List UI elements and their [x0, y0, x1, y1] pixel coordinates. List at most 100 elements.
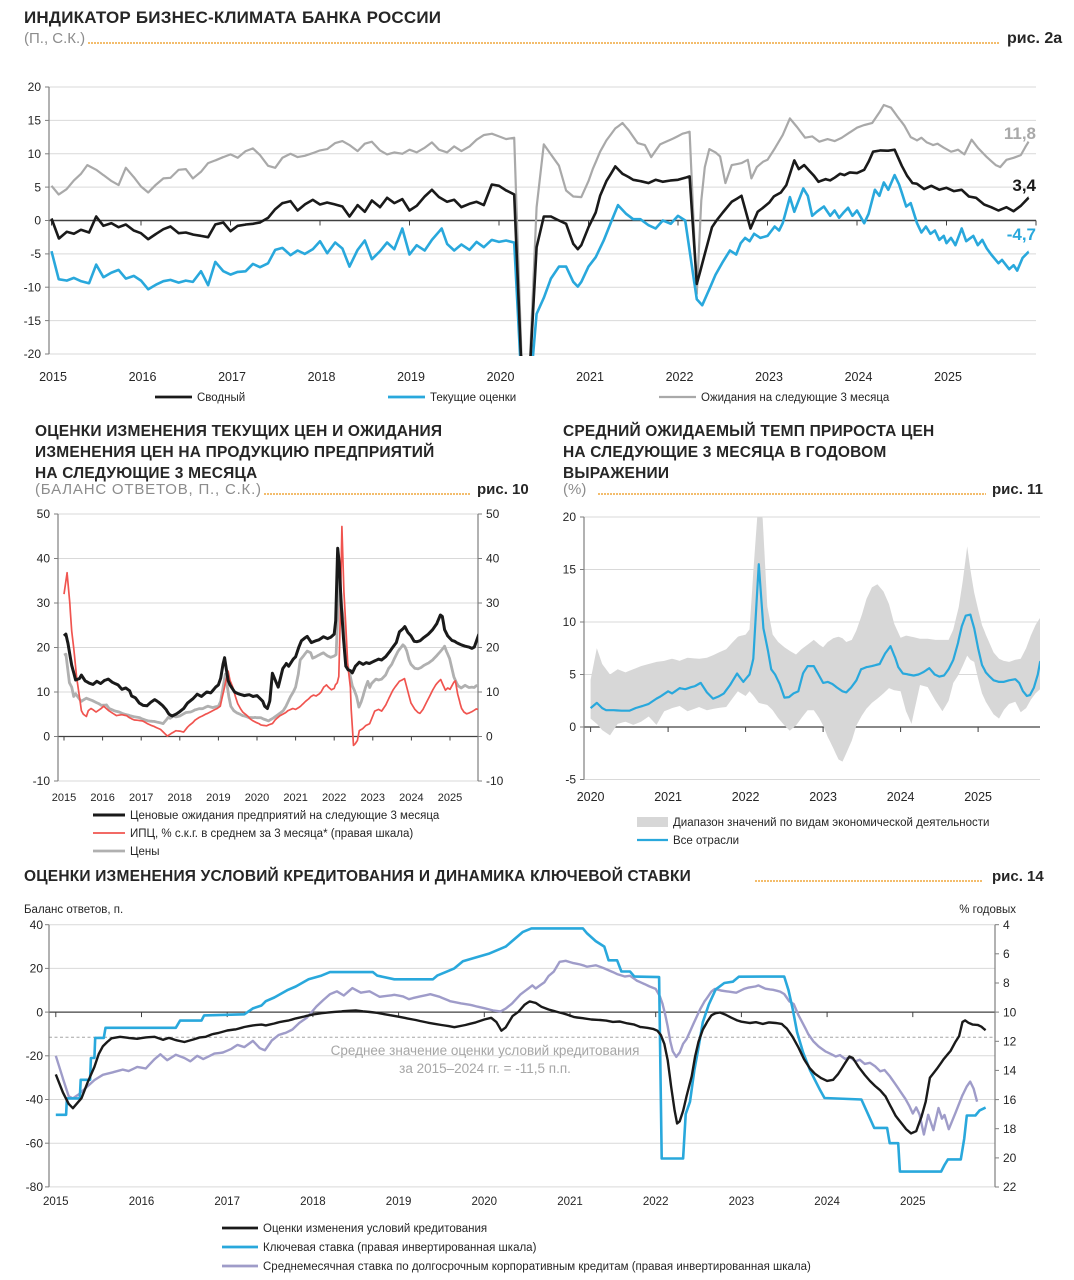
svg-text:-4,7: -4,7	[1007, 225, 1036, 244]
svg-text:Оценки изменения условий креди: Оценки изменения условий кредитования	[263, 1223, 487, 1235]
svg-text:12: 12	[1003, 1035, 1017, 1049]
svg-text:2017: 2017	[129, 792, 153, 804]
svg-text:Сводный: Сводный	[197, 392, 245, 404]
svg-text:10: 10	[563, 615, 577, 629]
svg-text:-80: -80	[26, 1180, 44, 1194]
svg-text:15: 15	[28, 114, 42, 128]
svg-text:30: 30	[486, 596, 500, 610]
svg-text:2024: 2024	[814, 1196, 840, 1208]
svg-text:0: 0	[486, 730, 493, 744]
svg-text:50: 50	[37, 507, 51, 521]
svg-text:2025: 2025	[964, 790, 992, 804]
svg-text:-20: -20	[24, 347, 42, 361]
svg-text:2018: 2018	[308, 370, 336, 384]
svg-text:2025: 2025	[438, 792, 462, 804]
svg-text:% годовых: % годовых	[959, 904, 1016, 916]
svg-text:2024: 2024	[399, 792, 423, 804]
svg-text:30: 30	[37, 596, 51, 610]
svg-text:2018: 2018	[300, 1196, 326, 1208]
svg-text:за 2015–2024 гг. = -11,5 п.п.: за 2015–2024 гг. = -11,5 п.п.	[399, 1061, 571, 1076]
svg-text:0: 0	[569, 720, 576, 734]
svg-text:8: 8	[1003, 976, 1010, 990]
svg-text:-10: -10	[486, 774, 504, 788]
svg-text:20: 20	[30, 962, 44, 976]
svg-text:40: 40	[486, 552, 500, 566]
svg-text:10: 10	[28, 147, 42, 161]
svg-text:Среднее значение оценки услови: Среднее значение оценки условий кредитов…	[331, 1043, 640, 1058]
svg-text:2017: 2017	[218, 370, 246, 384]
svg-text:2023: 2023	[361, 792, 385, 804]
svg-text:2016: 2016	[129, 1196, 155, 1208]
svg-text:-5: -5	[30, 247, 41, 261]
svg-text:2015: 2015	[52, 792, 76, 804]
svg-text:2020: 2020	[472, 1196, 498, 1208]
svg-text:2019: 2019	[206, 792, 230, 804]
svg-text:0: 0	[36, 1005, 43, 1019]
svg-text:0: 0	[34, 214, 41, 228]
svg-text:2023: 2023	[809, 790, 837, 804]
svg-text:16: 16	[1003, 1093, 1017, 1107]
svg-text:0: 0	[43, 730, 50, 744]
svg-text:Баланс ответов, п.: Баланс ответов, п.	[24, 904, 123, 916]
svg-text:4: 4	[1003, 918, 1010, 932]
svg-text:18: 18	[1003, 1122, 1017, 1136]
svg-text:2024: 2024	[887, 790, 915, 804]
svg-text:2015: 2015	[39, 370, 67, 384]
svg-text:-40: -40	[26, 1093, 44, 1107]
svg-text:-20: -20	[26, 1049, 44, 1063]
svg-text:5: 5	[569, 668, 576, 682]
svg-text:5: 5	[34, 180, 41, 194]
svg-text:2019: 2019	[397, 370, 425, 384]
svg-text:Цены: Цены	[130, 846, 160, 858]
svg-text:40: 40	[37, 552, 51, 566]
svg-text:2024: 2024	[845, 370, 873, 384]
svg-text:Все отрасли: Все отрасли	[673, 835, 739, 847]
svg-text:20: 20	[28, 80, 42, 94]
svg-text:Ценовые ожидания предприятий н: Ценовые ожидания предприятий на следующи…	[130, 810, 440, 822]
svg-text:20: 20	[486, 641, 500, 655]
svg-text:22: 22	[1003, 1180, 1017, 1194]
svg-text:6: 6	[1003, 947, 1010, 961]
svg-text:-15: -15	[24, 314, 42, 328]
svg-text:2023: 2023	[729, 1196, 755, 1208]
svg-text:2025: 2025	[900, 1196, 926, 1208]
svg-text:20: 20	[37, 641, 51, 655]
svg-text:2023: 2023	[755, 370, 783, 384]
svg-text:Текущие оценки: Текущие оценки	[430, 392, 516, 404]
svg-text:2021: 2021	[654, 790, 682, 804]
svg-text:40: 40	[30, 918, 44, 932]
svg-text:2022: 2022	[322, 792, 346, 804]
svg-text:Ключевая ставка (правая инверт: Ключевая ставка (правая инвертированная …	[263, 1242, 537, 1254]
svg-text:20: 20	[1003, 1151, 1017, 1165]
svg-text:2020: 2020	[487, 370, 515, 384]
svg-text:Среднемесячная ставка по долго: Среднемесячная ставка по долгосрочным ко…	[263, 1261, 811, 1273]
svg-text:2016: 2016	[90, 792, 114, 804]
svg-text:15: 15	[563, 563, 577, 577]
svg-text:Диапазон значений по видам эко: Диапазон значений по видам экономической…	[673, 817, 989, 829]
svg-text:-10: -10	[24, 280, 42, 294]
svg-text:-60: -60	[26, 1136, 44, 1150]
svg-text:2019: 2019	[386, 1196, 412, 1208]
svg-text:2022: 2022	[732, 790, 760, 804]
svg-text:2022: 2022	[643, 1196, 669, 1208]
svg-text:2018: 2018	[168, 792, 192, 804]
svg-text:Ожидания на следующие 3 месяца: Ожидания на следующие 3 месяца	[701, 392, 890, 404]
svg-text:50: 50	[486, 507, 500, 521]
svg-text:ИПЦ, % с.к.г. в среднем за 3 м: ИПЦ, % с.к.г. в среднем за 3 месяца* (пр…	[130, 828, 413, 840]
svg-text:-5: -5	[565, 773, 576, 787]
svg-text:2020: 2020	[245, 792, 269, 804]
svg-text:-10: -10	[33, 774, 51, 788]
svg-text:10: 10	[37, 685, 51, 699]
svg-text:2022: 2022	[666, 370, 694, 384]
svg-text:2021: 2021	[283, 792, 307, 804]
svg-text:10: 10	[486, 685, 500, 699]
svg-text:2017: 2017	[214, 1196, 240, 1208]
svg-text:10: 10	[1003, 1005, 1017, 1019]
svg-text:20: 20	[563, 510, 577, 524]
svg-text:2015: 2015	[43, 1196, 69, 1208]
svg-text:2021: 2021	[557, 1196, 583, 1208]
svg-text:3,4: 3,4	[1012, 176, 1036, 195]
svg-text:11,8: 11,8	[1004, 124, 1036, 143]
svg-text:2016: 2016	[129, 370, 157, 384]
svg-text:14: 14	[1003, 1064, 1017, 1078]
